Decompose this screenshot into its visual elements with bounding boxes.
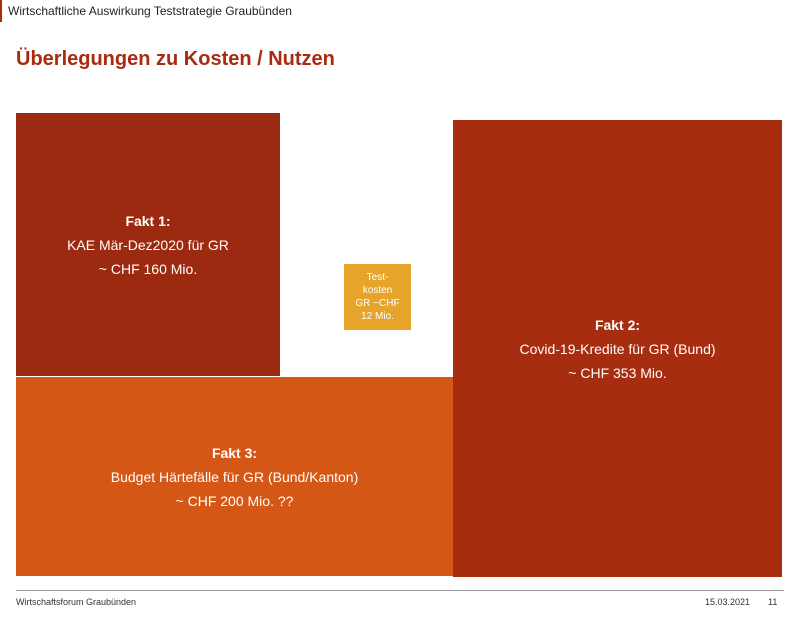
fakt3-heading: Fakt 3:	[211, 444, 258, 461]
testkosten-line-4: 12 Mio.	[361, 311, 394, 322]
fakt1-box: Fakt 1: KAE Mär-Dez2020 für GR ~ CHF 160…	[16, 113, 280, 376]
fakt2-heading: Fakt 2:	[594, 316, 641, 333]
fakt3-amount: ~ CHF 200 Mio. ??	[175, 492, 294, 509]
fakt2-box: Fakt 2: Covid-19-Kredite für GR (Bund) ~…	[453, 120, 782, 577]
footer-divider	[16, 590, 784, 591]
fakt2-description: Covid-19-Kredite für GR (Bund)	[519, 340, 716, 357]
testkosten-line-3: GR ~CHF	[355, 298, 400, 309]
testkosten-box: Test- kosten GR ~CHF 12 Mio.	[344, 264, 411, 330]
fakt1-heading: Fakt 1:	[125, 212, 171, 229]
slide-title: Überlegungen zu Kosten / Nutzen	[16, 48, 335, 70]
testkosten-line-1: Test-	[366, 272, 389, 283]
fakt1-amount: ~ CHF 160 Mio.	[98, 260, 198, 277]
fakt1-description: KAE Mär-Dez2020 für GR	[67, 236, 229, 253]
fakt3-description: Budget Härtefälle für GR (Bund/Kanton)	[110, 468, 359, 485]
fakt3-box: Fakt 3: Budget Härtefälle für GR (Bund/K…	[16, 377, 453, 576]
footer-organization: Wirtschaftsforum Graubünden	[16, 597, 137, 607]
testkosten-line-2: kosten	[362, 285, 393, 296]
header-text: Wirtschaftliche Auswirkung Teststrategie…	[0, 0, 292, 22]
fakt2-amount: ~ CHF 353 Mio.	[568, 364, 667, 381]
footer-date: 15.03.2021	[705, 597, 751, 607]
page-number: 11	[768, 597, 778, 607]
